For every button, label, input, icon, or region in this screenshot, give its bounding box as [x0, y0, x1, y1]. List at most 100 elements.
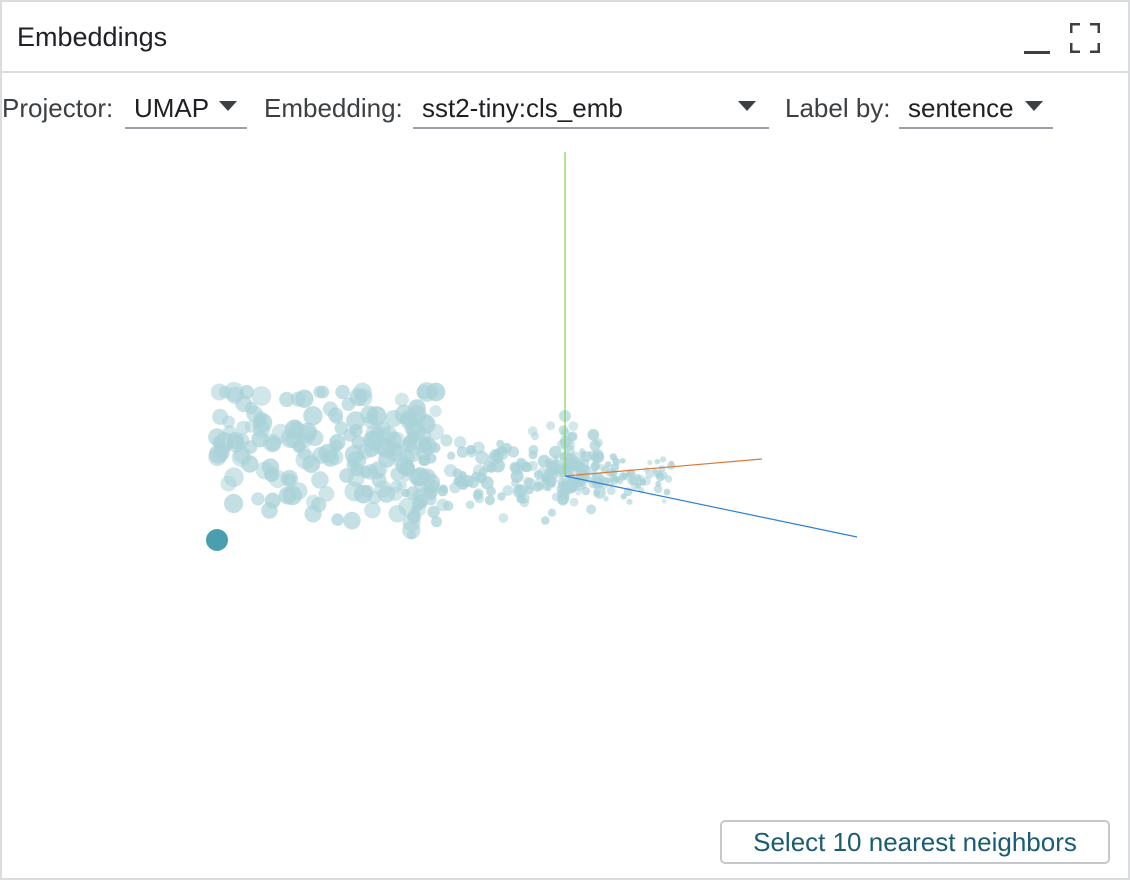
embedding-point[interactable]: [645, 469, 655, 479]
embedding-point[interactable]: [604, 461, 612, 469]
embedding-point[interactable]: [343, 511, 361, 530]
embedding-point[interactable]: [268, 469, 287, 489]
embedding-point[interactable]: [568, 421, 579, 432]
embedding-point[interactable]: [261, 502, 278, 519]
embedding-point[interactable]: [603, 496, 609, 502]
embedding-point[interactable]: [419, 454, 431, 466]
embedding-point[interactable]: [327, 407, 344, 423]
embedding-point[interactable]: [553, 455, 559, 461]
embedding-point[interactable]: [353, 382, 372, 402]
embedding-point[interactable]: [620, 458, 626, 464]
embedding-select[interactable]: sst2-tiny:cls_emb: [413, 87, 769, 129]
label-by-select[interactable]: sentence: [899, 87, 1053, 129]
embedding-point[interactable]: [567, 432, 577, 442]
embedding-point[interactable]: [251, 492, 265, 506]
embedding-point[interactable]: [279, 391, 295, 408]
embedding-point[interactable]: [406, 530, 417, 540]
embedding-point[interactable]: [265, 436, 281, 452]
embedding-point[interactable]: [437, 485, 449, 497]
embedding-point[interactable]: [592, 460, 601, 470]
embedding-point[interactable]: [600, 482, 609, 490]
embedding-point[interactable]: [667, 461, 676, 470]
embedding-point[interactable]: [313, 385, 326, 399]
embedding-point[interactable]: [427, 505, 440, 519]
embedding-point[interactable]: [591, 454, 600, 463]
embedding-point[interactable]: [655, 480, 662, 487]
embedding-point[interactable]: [498, 513, 509, 523]
embedding-point[interactable]: [456, 446, 469, 458]
embedding-point[interactable]: [618, 472, 627, 481]
embedding-point[interactable]: [430, 442, 441, 453]
embedding-point[interactable]: [549, 445, 562, 459]
embedding-point[interactable]: [601, 476, 609, 483]
embedding-point[interactable]: [598, 464, 606, 471]
embedding-point[interactable]: [557, 493, 570, 505]
embedding-point[interactable]: [587, 429, 600, 441]
embedding-point[interactable]: [312, 446, 330, 464]
selected-point[interactable]: [206, 529, 228, 551]
embedding-point[interactable]: [416, 414, 436, 434]
embedding-point[interactable]: [627, 477, 635, 485]
embedding-point[interactable]: [454, 436, 467, 449]
embedding-point[interactable]: [251, 386, 272, 406]
embedding-point[interactable]: [563, 445, 576, 457]
embedding-point[interactable]: [581, 486, 591, 496]
embedding-point[interactable]: [311, 471, 329, 489]
embedding-point[interactable]: [629, 476, 638, 486]
embedding-point[interactable]: [466, 444, 476, 455]
embedding-point[interactable]: [627, 469, 636, 479]
embedding-point[interactable]: [429, 405, 442, 418]
embedding-point[interactable]: [447, 451, 456, 460]
embedding-point[interactable]: [590, 461, 600, 472]
embedding-point[interactable]: [394, 392, 409, 407]
embedding-point[interactable]: [559, 471, 566, 478]
embedding-point[interactable]: [377, 485, 396, 503]
embedding-point[interactable]: [489, 448, 503, 463]
embedding-point[interactable]: [533, 470, 543, 480]
embedding-point[interactable]: [224, 467, 244, 488]
embedding-point[interactable]: [370, 426, 383, 439]
embedding-point[interactable]: [290, 391, 306, 407]
embedding-point[interactable]: [541, 516, 550, 525]
embedding-point[interactable]: [483, 460, 495, 473]
embedding-point[interactable]: [586, 504, 597, 515]
embedding-point[interactable]: [611, 456, 619, 464]
embedding-point[interactable]: [390, 467, 405, 482]
embedding-point[interactable]: [331, 513, 344, 526]
embedding-point[interactable]: [303, 406, 323, 426]
select-nearest-neighbors-button[interactable]: Select 10 nearest neighbors: [720, 820, 1110, 864]
embedding-point[interactable]: [284, 419, 305, 440]
embedding-point[interactable]: [575, 489, 582, 496]
embedding-point[interactable]: [544, 459, 550, 465]
embedding-point[interactable]: [400, 409, 419, 428]
embedding-point[interactable]: [351, 435, 366, 450]
embedding-point[interactable]: [416, 384, 432, 400]
embedding-point[interactable]: [519, 498, 530, 508]
embedding-point[interactable]: [532, 481, 543, 492]
embedding-point[interactable]: [613, 475, 620, 483]
embedding-point[interactable]: [663, 488, 671, 496]
embedding-point[interactable]: [630, 482, 639, 490]
embedding-point[interactable]: [454, 475, 467, 487]
embedding-point[interactable]: [368, 462, 386, 480]
embedding-point[interactable]: [388, 504, 407, 523]
embedding-point[interactable]: [550, 482, 556, 488]
embedding-point[interactable]: [576, 479, 585, 488]
embedding-point[interactable]: [444, 464, 457, 477]
embedding-point[interactable]: [502, 485, 514, 496]
minimize-icon[interactable]: [1024, 24, 1050, 54]
embedding-point[interactable]: [212, 408, 229, 425]
embedding-point[interactable]: [431, 516, 442, 528]
embedding-point[interactable]: [537, 454, 551, 468]
embedding-point[interactable]: [363, 413, 379, 429]
embedding-point[interactable]: [363, 442, 379, 458]
embedding-point[interactable]: [426, 385, 439, 399]
embedding-point[interactable]: [226, 431, 245, 450]
embedding-point[interactable]: [218, 441, 232, 454]
embedding-point[interactable]: [406, 430, 419, 444]
embedding-point[interactable]: [401, 488, 410, 498]
embedding-point[interactable]: [295, 449, 316, 470]
embedding-point[interactable]: [418, 437, 433, 452]
embedding-point[interactable]: [557, 478, 566, 487]
embedding-point[interactable]: [654, 458, 661, 465]
